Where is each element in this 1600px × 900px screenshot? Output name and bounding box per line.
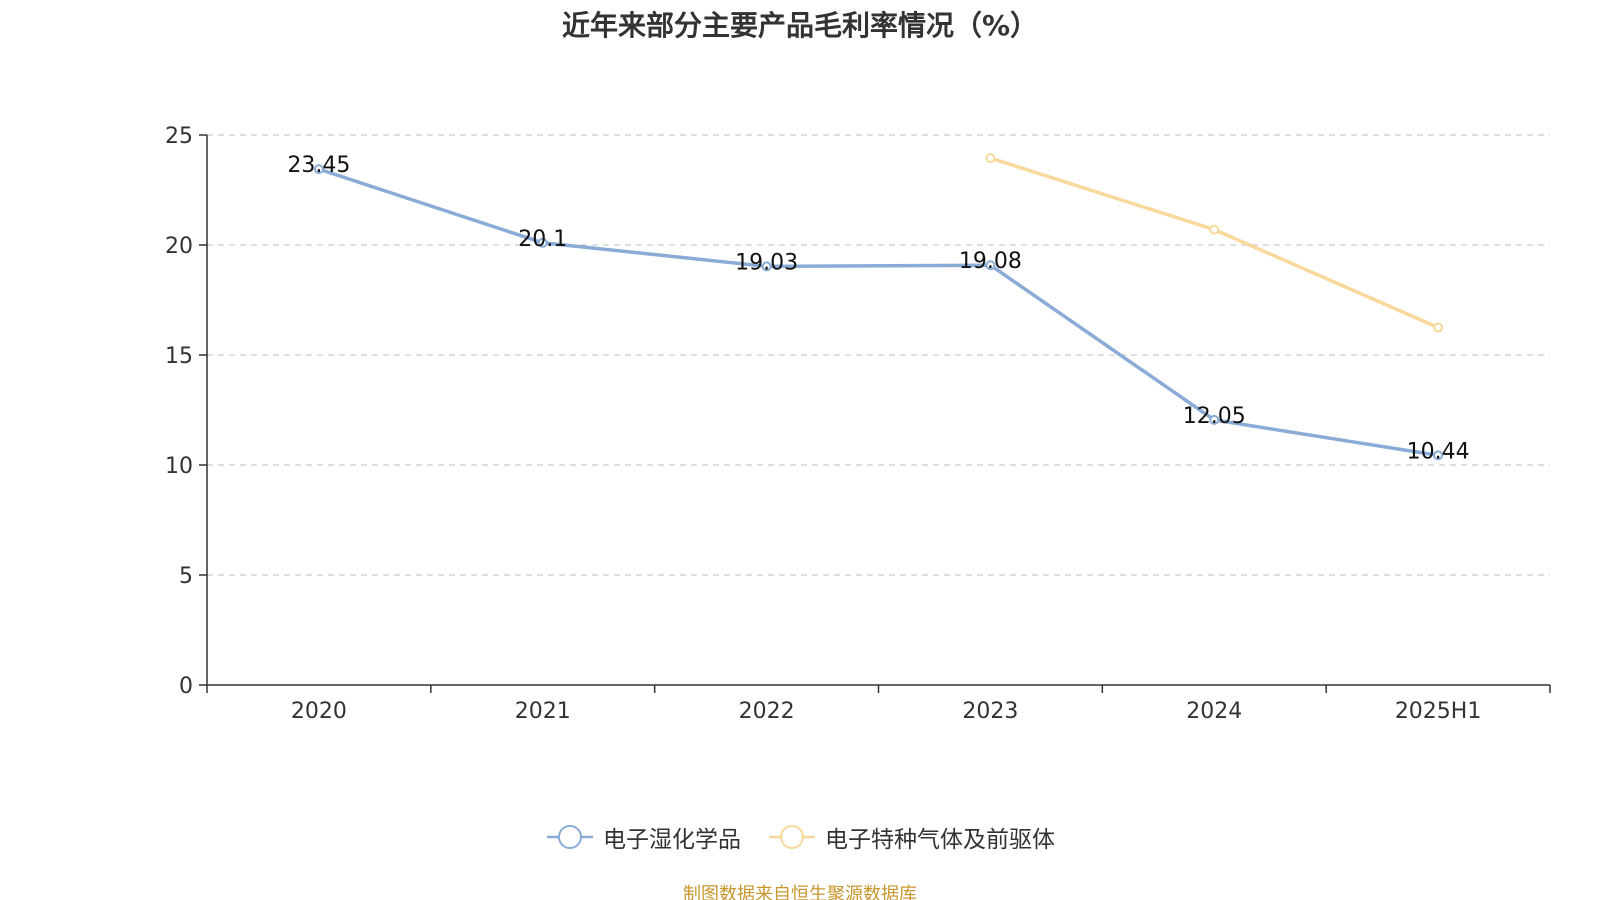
data-label: 23.45 [287,153,350,178]
data-point[interactable] [313,164,324,175]
axes: 0 5 10 15 20 25 2020 2021 2022 2023 2024 2025H1 [165,124,1551,724]
data-point[interactable] [1433,322,1444,333]
data-labels: 23.45 20.1 19.03 19.08 12.05 10.44 [287,153,1469,464]
data-point[interactable] [761,261,772,272]
grid-lines [207,134,1550,576]
series-lines [313,153,1444,461]
legend-swatch-icon [547,825,593,849]
legend-swatch-icon [769,825,815,849]
series-line-1 [988,156,1440,330]
data-label: 10.44 [1407,439,1470,464]
x-tick-label: 2021 [515,699,571,724]
data-point[interactable] [1433,450,1444,461]
data-label: 20.1 [518,227,567,252]
x-tick-label: 2023 [962,699,1018,724]
x-tick-label: 2022 [739,699,795,724]
data-point[interactable] [985,260,996,271]
y-tick-label: 5 [179,564,193,589]
data-label: 19.03 [735,250,798,275]
source-note: 制图数据来自恒生聚源数据库 [683,884,917,900]
y-tick-label: 0 [179,674,193,699]
data-point[interactable] [1209,224,1220,235]
y-tick-label: 10 [165,454,193,479]
y-tick-label: 15 [165,344,193,369]
data-label: 19.08 [959,249,1022,274]
y-tick-label: 20 [165,234,193,259]
x-tick-label: 2024 [1186,699,1242,724]
data-label: 12.05 [1183,404,1246,429]
data-point[interactable] [537,237,548,248]
legend-item-0[interactable]: 电子湿化学品 [545,820,741,854]
x-tick-label: 2025H1 [1395,699,1482,724]
data-point[interactable] [1209,414,1220,425]
series-line-0 [317,167,1440,458]
legend-label: 电子特种气体及前驱体 [825,827,1055,853]
x-tick-label: 2020 [291,699,347,724]
data-point[interactable] [985,153,996,164]
y-tick-label: 25 [165,124,193,149]
legend-item-1[interactable]: 电子特种气体及前驱体 [767,820,1055,854]
legend: 电子湿化学品 电子特种气体及前驱体 [0,820,1600,854]
chart-title: 近年来部分主要产品毛利率情况（%） [561,9,1039,42]
legend-label: 电子湿化学品 [603,827,741,853]
